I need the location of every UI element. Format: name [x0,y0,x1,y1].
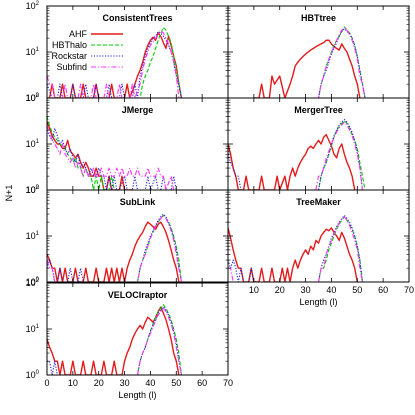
x-axis-label: Length (l) [299,297,337,307]
panel-title: TreeMaker [296,197,341,207]
x-tick-label: 40 [326,285,336,295]
series-line-ahf [47,32,183,98]
x-tick-label: 30 [301,285,311,295]
y-tick-exponent: 2 [36,93,40,99]
panel-series-group [47,304,183,375]
series-line-ahf [47,121,133,190]
y-tick-label: 100 [26,370,40,380]
legend-label-hbthalo: HBThalo [52,40,87,50]
legend-label-subfind: Subfind [56,62,87,72]
x-tick-label: 10 [68,378,78,388]
series-line-subfind [315,121,364,190]
series-line-rockstar [47,306,183,375]
panel-hbttree: HBTtree [227,5,410,99]
panel-title: MergerTree [294,105,343,115]
panel-series-group [47,213,183,282]
y-tick-exponent: 1 [36,324,40,330]
y-tick-exponent: 0 [36,185,40,191]
panel-title: JMerge [122,105,154,115]
series-line-ahf [228,133,356,190]
y-tick-exponent: 0 [36,277,40,283]
y-tick-label: 100 [26,277,40,287]
panel-series-group [253,26,366,98]
series-line-ahf [253,39,361,98]
x-tick-label: 0 [44,378,49,388]
panel-series-group [47,27,185,98]
y-tick-label: 100 [26,185,40,195]
series-line-hbthalo [47,116,115,190]
x-tick-label: 20 [275,285,285,295]
y-tick-exponent: 1 [36,231,40,237]
series-line-subfind [315,27,366,98]
series-line-rockstar [228,119,364,190]
series-line-subfind [47,30,180,98]
y-tick-exponent: 2 [36,278,40,284]
y-tick-label: 101 [26,47,40,57]
y-tick-label: 101 [26,231,40,241]
series-line-subfind [136,307,183,375]
panel-mergertree: MergerTree [227,97,410,191]
y-tick-exponent: 1 [36,139,40,145]
series-line-subfind [228,216,364,282]
y-tick-exponent: 0 [36,370,40,376]
panel-series-group [47,116,177,190]
panel-treemaker: 10 20 30 40 50 60 70 TreeMaker Length (l) [227,189,414,307]
panel-title: VELOCIraptor [108,290,168,300]
y-tick-exponent: 2 [36,185,40,191]
x-axis-label: Length (l) [118,390,156,400]
y-tick-label: 102 [26,1,40,11]
series-line-rockstar [228,214,364,282]
y-tick-exponent: 2 [36,1,40,7]
panel-consistenttrees: 100101102ConsistentTreesAHFHBThaloRockst… [26,1,229,103]
y-tick-label: 102 [26,278,40,288]
series-line-ahf [47,306,180,375]
y-axis-label: N+1 [4,185,14,202]
y-tick-exponent: 0 [36,93,40,99]
x-tick-label: 60 [197,378,207,388]
y-tick-label: 101 [26,324,40,334]
x-tick-label: 10 [249,285,259,295]
series-line-subfind [47,214,183,282]
series-line-ahf [47,221,180,282]
y-tick-label: 101 [26,139,40,149]
x-tick-label: 50 [352,285,362,295]
panel-velociraptor: 0 10 20 30 40 50 60 70100101102VELOCIraptorLeng… [26,278,233,400]
x-tick-label: 30 [120,378,130,388]
series-line-subfind [47,125,177,190]
y-tick-label: 102 [26,93,40,103]
series-line-hbthalo [124,27,185,98]
x-tick-label: 40 [145,378,155,388]
panel-title: HBTtree [301,13,336,23]
legend-label-ahf: AHF [69,29,88,39]
panel-series-group [228,214,364,282]
x-tick-label: 70 [223,378,233,388]
y-tick-exponent: 1 [36,47,40,53]
series-line-ahf [228,227,358,282]
x-tick-label: 60 [378,285,388,295]
y-tick-label: 102 [26,185,40,195]
panel-title: ConsistentTrees [102,13,172,23]
series-line-rockstar [315,28,366,98]
panel-title: SubLink [120,197,156,207]
series-line-rockstar [47,30,183,98]
panel-series-group [228,119,366,190]
x-tick-label: 50 [171,378,181,388]
x-tick-label: 70 [404,285,414,295]
x-tick-label: 20 [94,378,104,388]
series-line-rockstar [47,127,177,190]
y-tick-label: 100 [26,93,40,103]
legend-label-rockstar: Rockstar [51,51,87,61]
